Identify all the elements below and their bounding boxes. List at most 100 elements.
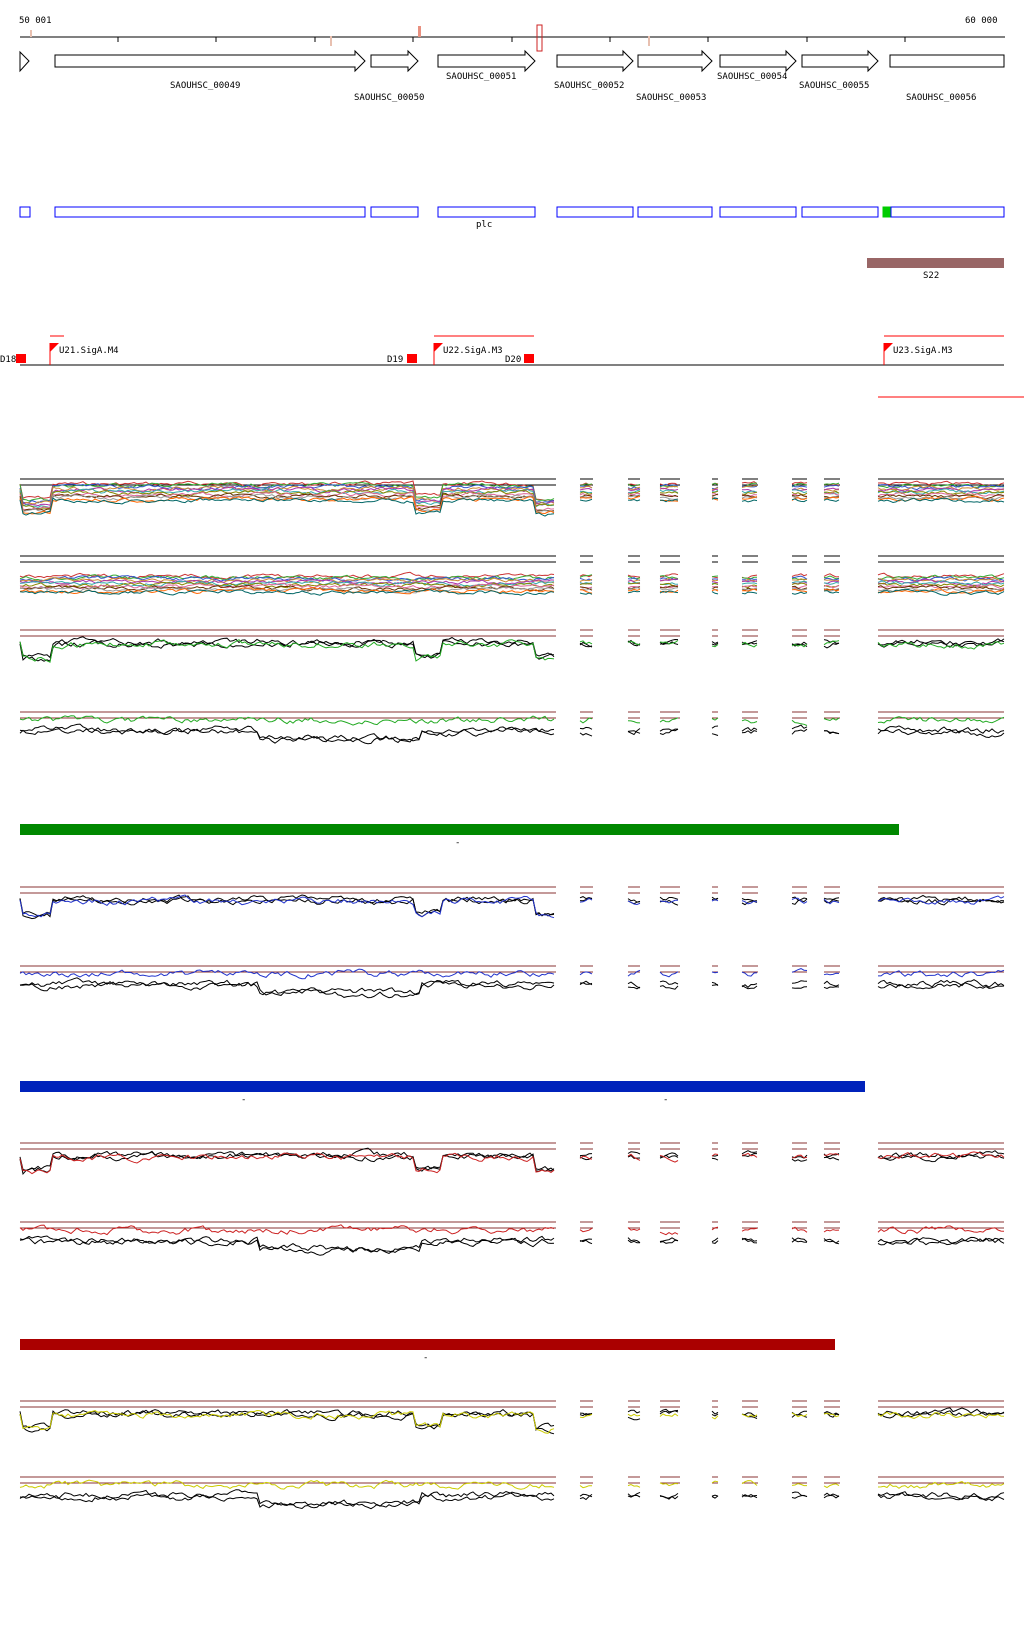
gene-arrow-00055[interactable] (801, 49, 879, 73)
condition-trace (659, 573, 679, 578)
promoter-flag-icon[interactable] (49, 343, 59, 365)
sample-trace-colored (19, 715, 555, 726)
sample-trace-black (659, 638, 679, 645)
gene-arrow-00053[interactable] (637, 49, 713, 73)
sample-trace-black (19, 726, 555, 745)
sample-trace-black (659, 1410, 679, 1415)
sample-trace-black (711, 725, 719, 729)
sample-trace-colored (741, 971, 758, 977)
sample-trace-black (823, 1153, 840, 1158)
condition-trace (741, 490, 758, 494)
condition-trace (579, 483, 593, 486)
gene-box[interactable] (556, 206, 634, 218)
terminator-marker-icon[interactable] (16, 354, 26, 363)
gene-box[interactable] (370, 206, 419, 218)
promoter-flag-icon[interactable] (433, 343, 443, 365)
gene-label-00052: SAOUHSC_00052 (554, 81, 624, 91)
condition-bar-blue[interactable] (20, 1081, 865, 1092)
gene-track (19, 49, 1005, 73)
terminator-marker-icon[interactable] (407, 354, 417, 363)
condition-trace (791, 491, 808, 496)
gene-arrow-00050[interactable] (370, 49, 419, 73)
condition-trace (823, 590, 840, 594)
sample-trace-black (877, 728, 1005, 739)
condition-trace (19, 575, 555, 583)
condition-trace (627, 590, 641, 594)
condition-trace (791, 494, 808, 498)
gene-name-plc: plc (476, 220, 492, 230)
sample-trace-black (579, 1493, 593, 1501)
gene-labels: SAOUHSC_00049 SAOUHSC_00050 SAOUHSC_0005… (170, 72, 976, 103)
sample-trace-black (877, 639, 1005, 648)
sample-trace-colored (659, 899, 678, 904)
condition-trace (823, 581, 840, 585)
promoter-flag-icon[interactable] (883, 343, 893, 365)
condition-trace (741, 576, 758, 580)
condition-trace (741, 496, 758, 500)
region-bar-s22[interactable] (867, 258, 1004, 268)
sample-trace-black (791, 643, 808, 648)
sample-trace-black (579, 982, 593, 986)
sample-trace-colored (627, 1153, 641, 1161)
sample-trace-colored (627, 1483, 641, 1488)
gene-arrow-partial[interactable] (19, 50, 30, 73)
sample-trace-black (19, 636, 555, 661)
sample-trace-black (877, 1407, 1005, 1417)
gene-box-highlight[interactable] (882, 206, 892, 218)
sample-trace-black (659, 985, 679, 990)
condition-trace (741, 491, 758, 495)
condition-trace (659, 587, 679, 591)
terminator-marker-icon[interactable] (524, 354, 534, 363)
gene-box[interactable] (719, 206, 797, 218)
sample-trace-colored (19, 1224, 555, 1236)
condition-trace (823, 575, 840, 580)
condition-trace (741, 481, 758, 485)
terminator-label-d19: D19 (387, 355, 403, 365)
gene-box[interactable] (890, 206, 1005, 218)
gene-arrow-00049[interactable] (54, 49, 366, 73)
condition-trace (823, 482, 840, 485)
sample-trace-colored (823, 640, 840, 646)
region-label-s22: S22 (923, 271, 939, 281)
condition-trace (711, 497, 719, 500)
gene-arrow-00054[interactable] (719, 49, 797, 73)
gene-arrow-00052[interactable] (556, 49, 634, 73)
ruler-start-label: 50 001 (19, 16, 52, 26)
gene-box[interactable] (54, 206, 366, 218)
sample-trace-black (627, 1416, 641, 1421)
gene-label-00051: SAOUHSC_00051 (446, 72, 516, 82)
condition-trace (19, 584, 555, 592)
gene-box[interactable] (637, 206, 713, 218)
gene-arrow-00051[interactable] (437, 49, 536, 73)
gene-box[interactable] (437, 206, 536, 218)
sample-trace-colored (791, 1154, 808, 1159)
gene-box-track (19, 206, 1005, 218)
condition-bar-red[interactable] (20, 1339, 835, 1350)
condition-trace (579, 491, 593, 495)
condition-bar-marker: - (455, 838, 460, 848)
condition-trace (823, 498, 840, 502)
condition-bar-green[interactable] (20, 824, 899, 835)
condition-trace (627, 588, 641, 592)
gene-box[interactable] (19, 206, 31, 218)
sample-trace-colored (741, 1480, 758, 1486)
expression-tracks (19, 478, 1005, 1510)
sample-trace-black (659, 896, 679, 901)
condition-trace (791, 582, 808, 586)
gene-arrow-00056[interactable] (889, 54, 1005, 68)
sample-trace-black (19, 977, 555, 996)
gene-box[interactable] (801, 206, 879, 218)
condition-trace (741, 499, 758, 503)
condition-trace (877, 483, 1005, 489)
condition-trace (659, 483, 679, 487)
sample-trace-black (659, 1495, 679, 1500)
condition-trace (660, 499, 679, 503)
condition-trace (579, 581, 593, 585)
sample-trace-colored (791, 1226, 808, 1233)
condition-trace (877, 497, 1005, 504)
sample-trace-colored (627, 1413, 641, 1417)
sample-trace-black (877, 1237, 1005, 1246)
condition-trace (791, 482, 808, 488)
condition-trace (877, 580, 1005, 586)
condition-trace (791, 591, 808, 595)
